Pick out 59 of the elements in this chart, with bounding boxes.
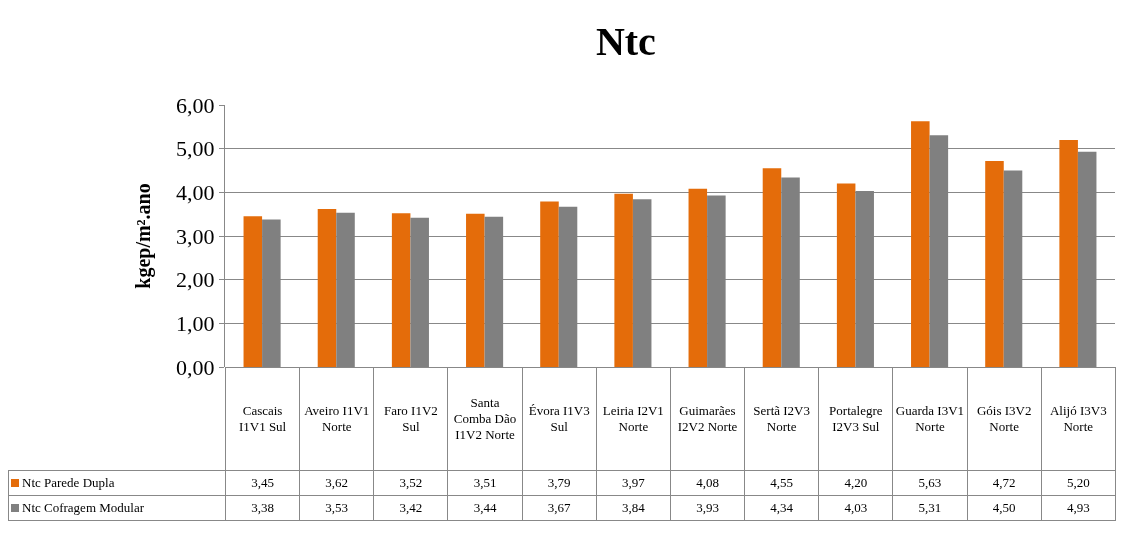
x-tick-label: Aveiro I1V1 Norte [299,367,374,471]
data-label: 4,50 [967,495,1042,521]
x-tick-label: Leiria I2V1 Norte [596,367,671,471]
legend-label: Ntc Parede Dupla [8,470,226,496]
data-label: 3,42 [373,495,448,521]
data-label: 3,52 [373,470,448,496]
y-tick-label: 3,00 [176,223,215,249]
x-tick-label: Alijó I3V3 Norte [1041,367,1116,471]
x-tick-label: Santa Comba Dão I1V2 Norte [447,367,523,471]
bar [466,213,485,367]
data-label: 3,93 [670,495,745,521]
x-tick-label: Portalegre I2V3 Sul [818,367,893,471]
data-label: 3,84 [596,495,671,521]
bar [540,201,559,367]
bar [391,213,411,367]
data-label: 3,45 [225,470,300,496]
bar [317,208,337,367]
bar [1059,139,1078,367]
x-tick-label: Évora I1V3 Sul [522,367,597,471]
legend-label: Ntc Cofragem Modular [8,495,226,521]
bar [985,160,1004,367]
bar [614,193,633,367]
data-label: 3,67 [522,495,597,521]
data-label: 3,53 [299,495,374,521]
data-label: 4,72 [967,470,1042,496]
data-label: 3,51 [447,470,523,496]
data-label: 3,62 [299,470,374,496]
y-tick-label: 2,00 [176,267,215,293]
data-label: 3,38 [225,495,300,521]
x-tick-label: Cascais I1V1 Sul [225,367,300,471]
y-tick-label: 6,00 [176,92,215,118]
data-label: 4,03 [818,495,893,521]
data-label: 4,20 [818,470,893,496]
x-tick-label: Guimarães I2V2 Norte [670,367,745,471]
x-tick-label: Guarda I3V1 Norte [892,367,968,471]
y-tick-label: 4,00 [176,180,215,206]
x-tick-label: Faro I1V2 Sul [373,367,448,471]
bar [243,216,263,367]
bar [688,188,708,367]
data-label: 3,44 [447,495,523,521]
y-tick-label: 1,00 [176,311,215,337]
y-tick-label: 0,00 [176,354,215,380]
data-label: 4,08 [670,470,745,496]
data-label: 4,55 [744,470,819,496]
data-label: 3,97 [596,470,671,496]
data-label: 5,20 [1041,470,1116,496]
data-label: 3,79 [522,470,597,496]
data-label: 5,63 [892,470,968,496]
y-axis-title: kgep/m².ano [131,183,155,289]
data-label: 4,93 [1041,495,1116,521]
x-tick-label: Góis I3V2 Norte [967,367,1042,471]
chart-title: Ntc [595,19,656,65]
y-tick-label: 5,00 [176,136,215,162]
bar [836,183,856,367]
data-label: 4,34 [744,495,819,521]
data-label: 5,31 [892,495,968,521]
bar [762,168,782,367]
x-tick-label: Sertã I2V3 Norte [744,367,819,471]
bar [911,121,930,367]
